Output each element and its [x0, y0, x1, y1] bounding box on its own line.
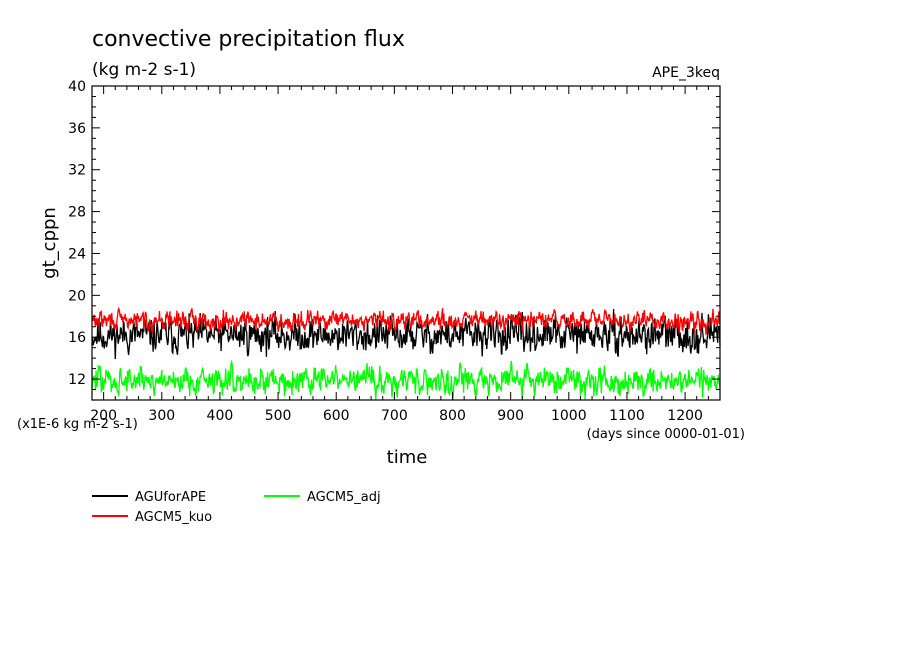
x-tick-label: 400	[207, 408, 234, 424]
y-tick-label: 20	[68, 288, 86, 304]
x-tick-label: 700	[381, 408, 408, 424]
chart-tag: APE_3keq	[652, 65, 720, 81]
x-tick-label: 900	[497, 408, 524, 424]
y-unit-note: (x1E-6 kg m-2 s-1)	[17, 417, 138, 432]
x-unit-note: (days since 0000-01-01)	[587, 427, 745, 442]
legend-label-aguforape: AGUforAPE	[135, 490, 206, 505]
legend: AGUforAPE AGCM5_adj AGCM5_kuo	[92, 490, 381, 525]
series-line-agcm5-kuo	[91, 306, 721, 336]
x-axis-label: time	[387, 447, 428, 468]
y-tick-label: 16	[68, 330, 86, 346]
y-tick-label: 12	[68, 372, 86, 388]
plot-frame	[91, 85, 721, 401]
y-tick-label: 36	[68, 121, 86, 137]
axis-layer: 12 16 20 24 28 32 36 40 200 300 400 500 600 700 800 900…	[68, 79, 721, 424]
series-line-agcm5-adj	[91, 359, 721, 401]
x-tick-label: 1100	[609, 408, 645, 424]
legend-label-agcm5-adj: AGCM5_adj	[307, 490, 381, 505]
x-tick-label: 800	[439, 408, 466, 424]
x-tick-label: 300	[148, 408, 175, 424]
chart-subtitle: (kg m-2 s-1)	[92, 60, 196, 80]
x-tick-label: 200	[90, 408, 117, 424]
x-tick-label: 1000	[551, 408, 587, 424]
y-tick-label: 28	[68, 205, 86, 221]
y-tick-label: 32	[68, 163, 86, 179]
chart-title: convective precipitation flux	[92, 27, 405, 52]
y-tick-label: 24	[68, 246, 86, 262]
series-layer	[91, 306, 721, 401]
y-tick-label: 40	[68, 79, 86, 95]
legend-label-agcm5-kuo: AGCM5_kuo	[135, 510, 212, 525]
x-tick-label: 1200	[667, 408, 703, 424]
y-axis-label: gt_cppn	[39, 207, 60, 279]
x-tick-label: 500	[265, 408, 292, 424]
x-tick-label: 600	[323, 408, 350, 424]
